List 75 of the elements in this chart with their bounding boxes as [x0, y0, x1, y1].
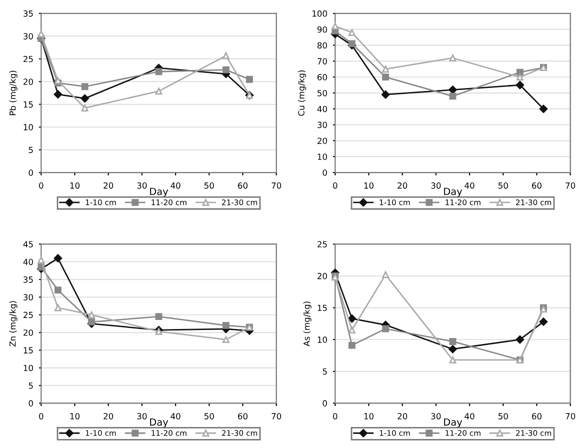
- y-tick-label: 15: [24, 347, 33, 354]
- y-tick-label: 0: [28, 170, 33, 176]
- x-tick-label: 40: [464, 182, 474, 189]
- x-tick-label: 0: [333, 182, 338, 189]
- x-tick-label: 10: [364, 182, 374, 189]
- y-tick-label: 0: [322, 400, 327, 406]
- y-axis-title: Zn (mg/kg): [9, 301, 18, 347]
- y-axis-title: As (mg/kg): [303, 302, 312, 346]
- y-tick-label: 25: [318, 241, 327, 248]
- x-tick-label: 30: [137, 413, 147, 420]
- y-tick-label: 20: [24, 78, 33, 85]
- x-tick-label: 0: [39, 182, 44, 189]
- x-tick-label: 70: [566, 413, 576, 420]
- x-tick-label: 70: [566, 182, 576, 189]
- x-tick-label: 30: [431, 413, 441, 420]
- y-tick-label: 0: [28, 400, 33, 406]
- x-tick-label: 50: [498, 182, 508, 189]
- y-tick-label: 5: [322, 368, 327, 375]
- x-tick-label: 20: [398, 182, 408, 189]
- y-tick-label: 5: [28, 382, 33, 389]
- x-tick-label: 10: [70, 413, 80, 420]
- x-tick-label: 70: [272, 413, 282, 420]
- y-tick-label: 20: [318, 272, 327, 280]
- y-tick-label: 80: [317, 42, 327, 49]
- y-tick-label: 10: [24, 124, 33, 130]
- x-tick-label: 50: [498, 413, 508, 420]
- x-tick-label: 50: [204, 413, 214, 420]
- x-tick-label: 60: [532, 182, 542, 189]
- y-tick-label: 15: [318, 304, 327, 312]
- y-tick-label: 20: [318, 138, 327, 144]
- y-tick-label: 15: [24, 101, 33, 108]
- x-tick-label: 20: [398, 413, 408, 420]
- x-tick-label: 50: [204, 182, 214, 189]
- y-tick-label: 10: [24, 364, 33, 372]
- y-tick-label: 100: [312, 10, 327, 17]
- y-tick-label: 90: [317, 26, 327, 33]
- x-tick-label: 40: [170, 182, 180, 189]
- y-tick-label: 35: [24, 276, 33, 283]
- x-tick-label: 20: [104, 413, 114, 420]
- y-tick-label: 35: [24, 10, 33, 17]
- x-tick-label: 70: [272, 182, 282, 189]
- y-tick-label: 0: [322, 170, 327, 176]
- y-axis-title: Cu (mg/kg): [298, 70, 306, 116]
- x-axis-title: Day: [444, 188, 462, 197]
- y-tick-label: 45: [23, 241, 33, 248]
- x-axis-title: Day: [444, 418, 462, 428]
- y-tick-label: 40: [317, 106, 327, 112]
- y-axis-title: Pb (mg/kg): [9, 70, 18, 116]
- y-tick-label: 20: [24, 329, 33, 336]
- x-tick-label: 60: [238, 413, 248, 420]
- x-tick-label: 30: [431, 182, 441, 189]
- x-tick-label: 20: [104, 182, 114, 189]
- y-tick-label: 40: [23, 258, 33, 266]
- x-tick-label: 0: [333, 413, 338, 420]
- y-tick-label: 10: [318, 336, 327, 343]
- x-tick-label: 10: [70, 182, 80, 189]
- x-tick-label: 60: [238, 182, 248, 189]
- x-tick-label: 30: [137, 182, 147, 189]
- x-tick-label: 60: [532, 413, 542, 420]
- y-tick-label: 30: [24, 294, 33, 300]
- y-tick-label: 50: [318, 90, 327, 96]
- y-tick-label: 25: [24, 312, 33, 318]
- x-tick-label: 10: [364, 413, 374, 420]
- x-tick-label: 40: [170, 413, 180, 420]
- y-tick-label: 30: [24, 33, 33, 40]
- y-tick-label: 10: [318, 154, 327, 160]
- y-tick-label: 70: [318, 58, 327, 64]
- y-tick-label: 60: [318, 74, 327, 80]
- x-tick-label: 40: [464, 413, 474, 420]
- x-axis-title: Day: [150, 418, 168, 428]
- y-tick-label: 30: [318, 122, 327, 128]
- x-tick-label: 0: [39, 413, 44, 420]
- x-axis-title: Day: [150, 188, 168, 197]
- y-tick-label: 25: [24, 56, 33, 62]
- y-tick-label: 5: [28, 146, 33, 154]
